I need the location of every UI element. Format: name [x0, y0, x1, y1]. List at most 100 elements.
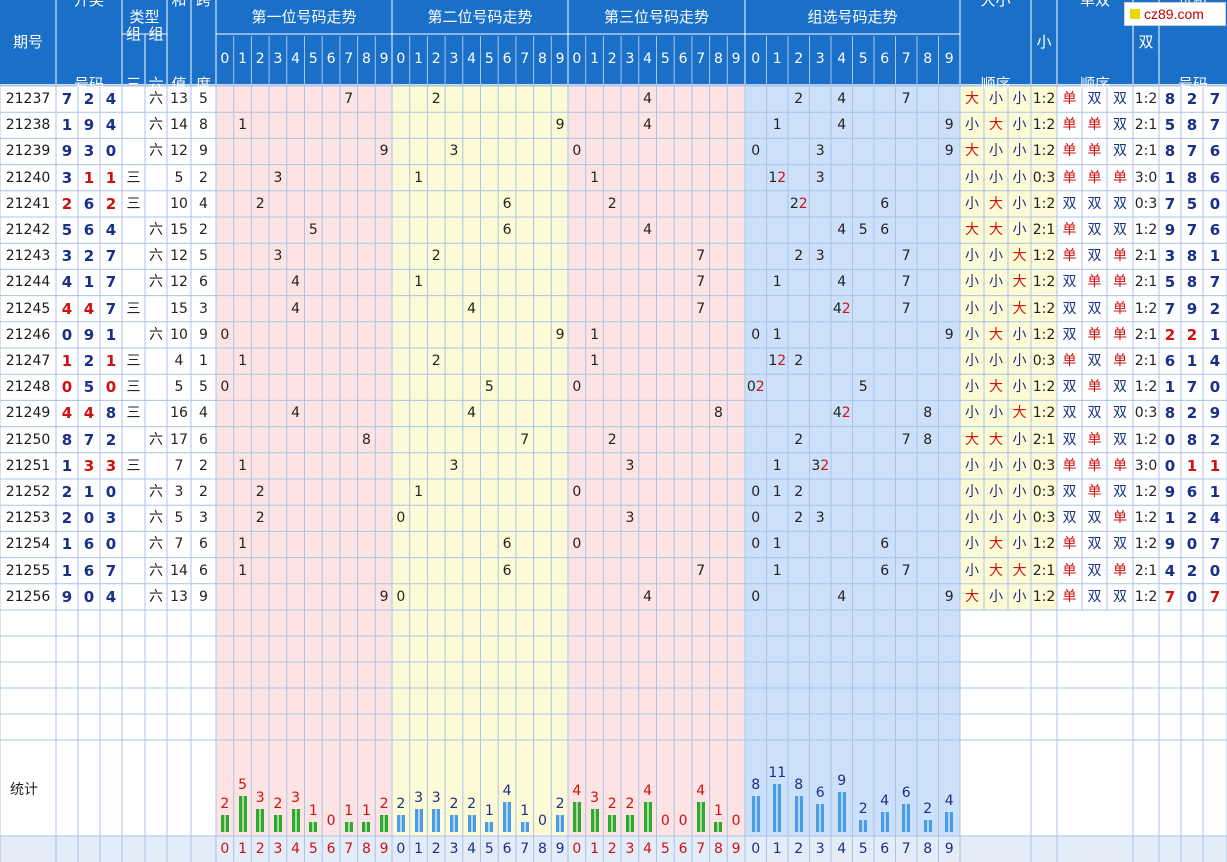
trend-group-hit: 2 [794, 248, 804, 265]
header-digit-0-4: 4 [291, 51, 301, 67]
trend-pos1-hit: 0 [220, 379, 230, 396]
span-value: 9 [199, 143, 208, 160]
trend-group-hit: 9 [944, 143, 954, 160]
size-ratio: 1:2 [1032, 300, 1056, 317]
group-digit: 1 [768, 169, 778, 186]
trend-pos2-hit: 2 [431, 91, 441, 107]
footer-digit-pos2: 8 [537, 841, 547, 857]
sum-value: 15 [170, 300, 188, 317]
footer-digit-pos3: 0 [572, 841, 582, 857]
footer-digit-pos3: 4 [643, 841, 653, 857]
span-value: 2 [199, 222, 208, 238]
header-pos2: 第二位号码走势 [427, 8, 533, 26]
odd-order-cell: 双 [1087, 510, 1102, 527]
odd-order-cell: 双 [1062, 274, 1077, 291]
odd-order-cell: 双 [1087, 536, 1102, 553]
trial-digit: 0 [1209, 378, 1221, 397]
trend-group-hit: 3 [815, 510, 825, 527]
stat-count-pos2: 3 [431, 789, 441, 806]
odd-order-cell: 双 [1062, 379, 1077, 396]
odd-order-cell: 双 [1087, 91, 1102, 107]
header-digit-1-2: 2 [431, 51, 441, 67]
footer-digit-group: 6 [880, 841, 890, 857]
odd-order-cell: 单 [1062, 588, 1077, 605]
odd-order-cell: 双 [1087, 588, 1102, 605]
trial-digit: 9 [1209, 404, 1221, 423]
header-digit-3-5: 5 [858, 51, 868, 67]
trial-digit: 6 [1186, 483, 1198, 501]
draw-digit: 2 [61, 194, 73, 213]
type-z3: 三 [126, 353, 141, 369]
issue-number: 21252 [5, 484, 51, 500]
issue-number: 21249 [5, 405, 51, 422]
trend-pos3-hit: 7 [696, 300, 706, 317]
header-type-z6: 组 六 [148, 25, 164, 93]
stat-count-pos2: 2 [449, 796, 459, 812]
header-digit-2-3: 3 [625, 51, 635, 67]
stat-bar-pos3 [590, 808, 599, 832]
size-order-cell: 小 [1012, 169, 1027, 186]
size-order-cell: 小 [989, 457, 1003, 474]
trend-group-hit: 02 [745, 374, 767, 400]
stat-bar-group [902, 804, 911, 832]
trend-pos1-hit: 8 [361, 431, 371, 448]
stat-count-pos3: 4 [643, 783, 653, 799]
trial-digit: 1 [1209, 483, 1221, 501]
trend-pos2-hit: 7 [520, 431, 530, 448]
draw-digit: 1 [105, 168, 117, 187]
type-z6: 六 [149, 117, 163, 134]
size-ratio: 1:2 [1032, 588, 1056, 605]
odd-ratio: 3:0 [1134, 169, 1158, 186]
draw-digit: 0 [105, 483, 117, 501]
span-value: 1 [199, 353, 208, 369]
size-order-cell: 小 [965, 562, 979, 579]
group-repeat-count: 2 [841, 300, 851, 317]
issue-number: 21246 [5, 326, 51, 343]
stat-bar-group [880, 812, 889, 832]
trend-pos3-hit: 3 [625, 457, 635, 474]
size-order-cell: 小 [989, 143, 1003, 160]
stat-bar-pos1 [273, 815, 282, 832]
size-ratio: 2:1 [1032, 431, 1056, 448]
draw-digit: 5 [61, 221, 73, 239]
stat-bar-pos1 [362, 821, 371, 832]
odd-order-cell: 单 [1087, 274, 1102, 291]
odd-order-cell: 双 [1113, 143, 1127, 160]
odd-order-cell: 单 [1113, 274, 1127, 291]
issue-number: 21245 [5, 300, 51, 317]
size-ratio: 1:2 [1032, 91, 1056, 107]
trend-pos1-hit: 9 [379, 588, 389, 605]
stat-bar-pos1 [344, 821, 353, 832]
draw-digit: 1 [61, 116, 73, 135]
header-digit-2-6: 6 [678, 51, 688, 67]
issue-number: 21242 [5, 222, 51, 238]
trend-group-hit: 6 [880, 222, 890, 238]
draw-digit: 6 [83, 535, 95, 554]
site-logo[interactable]: cz89.com [1124, 2, 1226, 26]
type-z3: 三 [126, 379, 141, 396]
stat-count-pos3: 3 [590, 789, 599, 806]
trend-group-hit: 6 [880, 195, 890, 212]
group-digit: 4 [832, 300, 842, 317]
trend-group-hit: 7 [901, 562, 911, 579]
type-z3: 三 [126, 405, 141, 422]
stat-count-pos1: 3 [255, 789, 265, 806]
issue-number: 21255 [5, 562, 51, 579]
footer-digit-pos1: 4 [291, 841, 301, 857]
stat-bar-pos3 [714, 821, 723, 832]
trend-group-hit: 42 [831, 296, 853, 322]
trend-group-hit: 0 [751, 143, 761, 160]
trend-pos1-hit: 4 [291, 274, 301, 291]
draw-digit: 4 [105, 221, 117, 239]
trend-group-hit: 1 [772, 117, 782, 134]
footer-digit-pos1: 6 [326, 841, 336, 857]
size-ratio: 1:2 [1032, 405, 1056, 422]
draw-digit: 0 [83, 509, 95, 528]
header-pos3: 第三位号码走势 [603, 8, 709, 26]
size-order-cell: 小 [965, 326, 979, 343]
odd-ratio: 2:1 [1134, 143, 1158, 160]
draw-digit: 1 [61, 352, 73, 370]
footer-digit-pos2: 0 [396, 841, 406, 857]
span-value: 6 [199, 274, 208, 291]
size-order-cell: 小 [1012, 353, 1027, 369]
